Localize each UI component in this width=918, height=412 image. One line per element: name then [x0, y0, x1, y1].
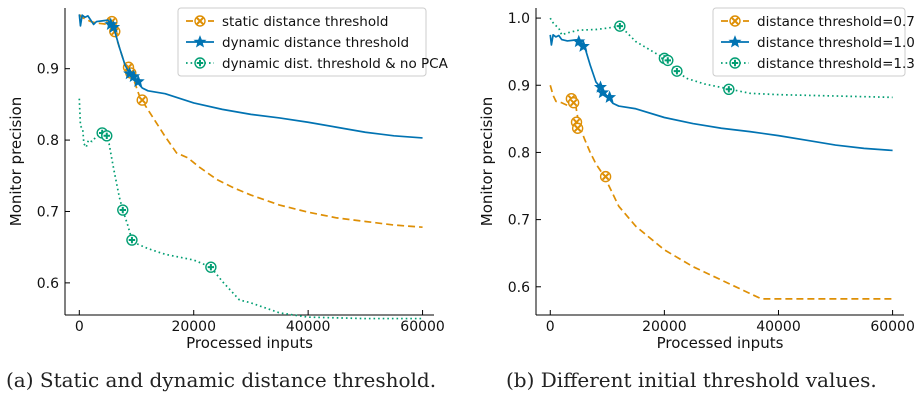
x-tick-label: 60000 — [870, 319, 915, 335]
y-tick-label: 0.7 — [508, 213, 530, 229]
legend-label-3: distance threshold=1.3 — [757, 56, 915, 72]
series-3-marker — [117, 204, 129, 216]
caption-b: (b) Different initial threshold values. — [506, 368, 877, 392]
y-tick-label: 0.6 — [508, 280, 530, 296]
y-tick-label: 0.9 — [508, 78, 530, 94]
legend: static distance threshold dynamic distanc… — [177, 7, 449, 77]
y-tick-label: 0.9 — [37, 62, 59, 78]
series-3-marker — [723, 83, 735, 95]
series-2-marker — [127, 69, 141, 83]
x-tick-label: 40000 — [756, 319, 801, 335]
series-3-marker — [126, 234, 138, 246]
y-tick-label: 0.8 — [508, 145, 530, 161]
series-2-marker — [576, 39, 590, 52]
series-3-marker — [614, 20, 626, 32]
series-2-marker — [107, 20, 121, 33]
x-tick-label: 60000 — [400, 319, 445, 335]
legend-label-3: dynamic dist. threshold & no PCA — [222, 56, 449, 72]
series-line-1 — [78, 13, 423, 229]
series-3-marker — [671, 65, 683, 77]
series-2-marker — [593, 80, 607, 93]
series-1-marker — [567, 97, 580, 109]
series-2-marker — [603, 90, 617, 103]
legend: distance threshold=0.7 distance threshold… — [712, 7, 915, 77]
series-2-marker — [131, 74, 145, 88]
series-line-1 — [549, 85, 893, 300]
y-tick-label: 0.8 — [37, 133, 59, 149]
legend-label-1: static distance threshold — [222, 14, 388, 30]
series-3-marker — [205, 261, 217, 273]
y-axis-label: Monitor precision — [478, 97, 496, 226]
x-axis-label: Processed inputs — [657, 334, 784, 352]
legend-frame — [712, 7, 906, 77]
chart-a: 0 20000 40000 60000 0.6 0.7 0.8 0.9 Processed in… — [7, 7, 449, 352]
series-1-marker — [571, 122, 584, 134]
legend-frame — [177, 7, 427, 77]
legend-marker-2 — [728, 35, 742, 48]
series-line-3 — [78, 98, 423, 320]
legend-marker-3 — [194, 57, 206, 69]
x-axis-label: Processed inputs — [186, 334, 313, 352]
y-tick-label: 0.7 — [37, 204, 59, 220]
y-tick-label: 1.0 — [508, 11, 530, 27]
x-tick-label: 0 — [75, 319, 84, 335]
legend-marker-3 — [729, 57, 741, 69]
x-tick-label: 0 — [546, 319, 555, 335]
series-3-marker — [101, 130, 113, 142]
y-tick-label: 0.6 — [37, 276, 59, 292]
legend-marker-1 — [194, 15, 206, 27]
legend-label-2: dynamic distance threshold — [222, 35, 409, 51]
x-tick-label: 40000 — [286, 319, 331, 335]
x-tick-label: 20000 — [642, 319, 687, 335]
series-2-marker — [596, 85, 610, 99]
series-3-marker — [662, 54, 674, 67]
legend-label-1: distance threshold=0.7 — [757, 14, 915, 30]
series-1-marker — [136, 94, 148, 106]
legend-marker-1 — [729, 15, 741, 27]
x-tick-label: 20000 — [171, 319, 216, 335]
legend-marker-2 — [193, 35, 207, 48]
legend-label-2: distance threshold=1.0 — [757, 35, 915, 51]
chart-b: 0 20000 40000 60000 0.6 0.7 0.8 0.9 1.0 Processed… — [478, 7, 915, 352]
series-1-marker — [599, 170, 612, 183]
caption-a: (a) Static and dynamic distance threshol… — [6, 368, 437, 392]
y-axis-label: Monitor precision — [7, 97, 25, 226]
